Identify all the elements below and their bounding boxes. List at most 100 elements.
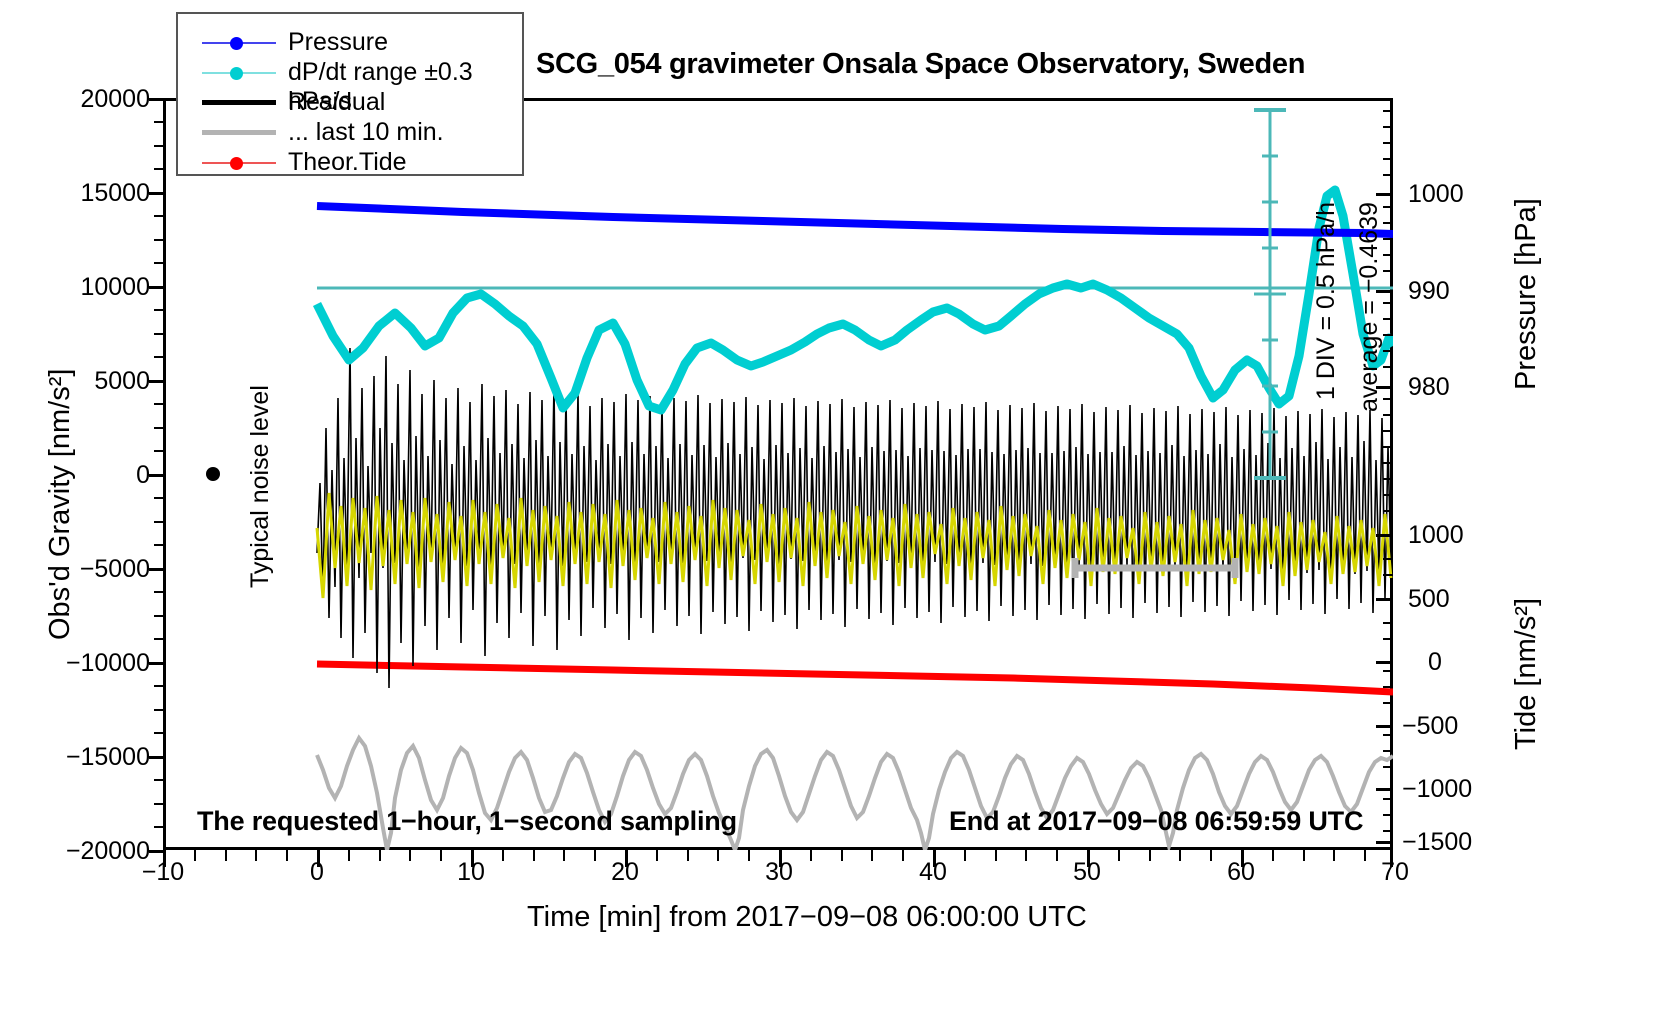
axis-right-line (1390, 98, 1393, 850)
y-tick-label: −10000 (65, 649, 150, 677)
tide-axis-title-text: Tide [nm/s²] (1510, 597, 1542, 750)
right-minor-tick (1383, 638, 1393, 640)
right-minor-tick (1383, 622, 1393, 624)
legend-item-pressure[interactable]: Pressure (178, 28, 522, 58)
x-minor-tick (532, 850, 535, 861)
x-minor-tick (840, 850, 843, 861)
y-axis-left-title-text: Obs'd Gravity [nm/s²] (44, 368, 76, 640)
x-major-tick (1087, 850, 1090, 867)
x-minor-tick (1333, 850, 1336, 861)
right-minor-tick (1383, 462, 1393, 464)
pressure-axis-title-text: Pressure [hPa] (1510, 198, 1542, 390)
y-minor-tick (154, 333, 166, 335)
div-scale-text: 1 DIV = 0.5 hPa/h (1312, 201, 1340, 400)
y-minor-tick (154, 615, 166, 617)
right-minor-tick (1383, 302, 1393, 304)
right-minor-tick (1383, 334, 1393, 336)
y-minor-tick (154, 168, 166, 170)
legend-label: dP/dt range ±0.3 hPa/s (288, 58, 473, 115)
right-minor-tick (1383, 750, 1393, 752)
tide-tick-label: 1000 (1408, 521, 1464, 549)
right-minor-tick (1383, 446, 1393, 448)
legend-label: ... last 10 min. (288, 118, 444, 146)
x-minor-tick (1302, 850, 1305, 861)
series-residual-recent (315, 492, 1393, 599)
x-minor-tick (1271, 850, 1274, 861)
series-residual (316, 347, 1392, 689)
x-minor-tick (748, 850, 751, 861)
right-minor-tick (1383, 238, 1393, 240)
x-minor-tick (963, 850, 966, 861)
right-minor-tick (1383, 670, 1393, 672)
y-minor-tick (154, 262, 166, 264)
x-minor-tick (501, 850, 504, 861)
right-major-tick (1376, 841, 1393, 844)
legend-swatch-line (202, 130, 276, 135)
right-minor-tick (1383, 142, 1393, 144)
x-minor-tick (1364, 850, 1367, 861)
legend: Pressure dP/dt range ±0.3 hPa/s Residual… (176, 12, 524, 176)
y-major-tick (149, 380, 166, 383)
y-minor-tick (154, 591, 166, 593)
right-minor-tick (1383, 174, 1393, 176)
x-axis-title: Time [min] from 2017−09−08 06:00:00 UTC (527, 901, 1087, 933)
y-major-tick (149, 474, 166, 477)
x-minor-tick (1210, 850, 1213, 861)
dpdt-scale-bar (1254, 108, 1286, 480)
right-minor-tick (1383, 158, 1393, 160)
legend-swatch-dot (230, 37, 243, 50)
right-minor-tick (1383, 686, 1393, 688)
x-minor-tick (871, 850, 874, 861)
series-pressure (316, 202, 1393, 238)
legend-label: Residual (288, 88, 386, 116)
legend-swatch-dot (230, 157, 243, 170)
series-last10min (315, 734, 1393, 850)
y-major-tick (149, 568, 166, 571)
y-minor-tick (154, 709, 166, 711)
right-minor-tick (1383, 414, 1393, 416)
x-major-tick (1241, 850, 1244, 867)
x-minor-tick (193, 850, 196, 861)
legend-item-dpdt[interactable]: dP/dt range ±0.3 hPa/s (178, 58, 522, 115)
x-major-tick (779, 850, 782, 867)
x-minor-tick (1056, 850, 1059, 861)
y-minor-tick (154, 215, 166, 217)
x-minor-tick (255, 850, 258, 861)
right-minor-tick (1383, 110, 1393, 112)
y-major-tick (149, 286, 166, 289)
y-minor-tick (154, 239, 166, 241)
right-major-tick (1376, 534, 1393, 537)
x-minor-tick (717, 850, 720, 861)
axis-top-line (163, 98, 1393, 101)
x-tick-label: −10 (141, 858, 185, 886)
right-major-tick (1376, 290, 1393, 293)
y-minor-tick (154, 356, 166, 358)
x-minor-tick (378, 850, 381, 861)
y-major-tick (149, 192, 166, 195)
legend-item-theor-tide[interactable]: Theor.Tide (178, 148, 522, 178)
right-minor-tick (1383, 798, 1393, 800)
right-minor-tick (1383, 254, 1393, 256)
x-minor-tick (994, 850, 997, 861)
tide-tick-label: −500 (1402, 712, 1459, 740)
right-minor-tick (1383, 430, 1393, 432)
pressure-tick-label: 990 (1408, 277, 1450, 305)
y-minor-tick (154, 685, 166, 687)
y-minor-tick (154, 145, 166, 147)
right-minor-tick (1383, 510, 1393, 512)
y-minor-tick (154, 403, 166, 405)
series-dpdt (312, 185, 1393, 415)
typical-noise-level-dot (206, 467, 220, 481)
end-time-annotation: End at 2017−09−08 06:59:59 UTC (949, 806, 1364, 836)
x-major-tick (625, 850, 628, 867)
x-minor-tick (1025, 850, 1028, 861)
y-minor-tick (154, 779, 166, 781)
legend-item-last10min[interactable]: ... last 10 min. (178, 118, 522, 148)
typical-noise-level-annotation: Typical noise level (246, 385, 275, 588)
right-minor-tick (1383, 222, 1393, 224)
x-minor-tick (409, 850, 412, 861)
legend-item-residual[interactable]: Residual (178, 88, 522, 118)
right-minor-tick (1383, 478, 1393, 480)
y-tick-label: 20000 (80, 85, 150, 113)
legend-swatch-dot (230, 67, 243, 80)
